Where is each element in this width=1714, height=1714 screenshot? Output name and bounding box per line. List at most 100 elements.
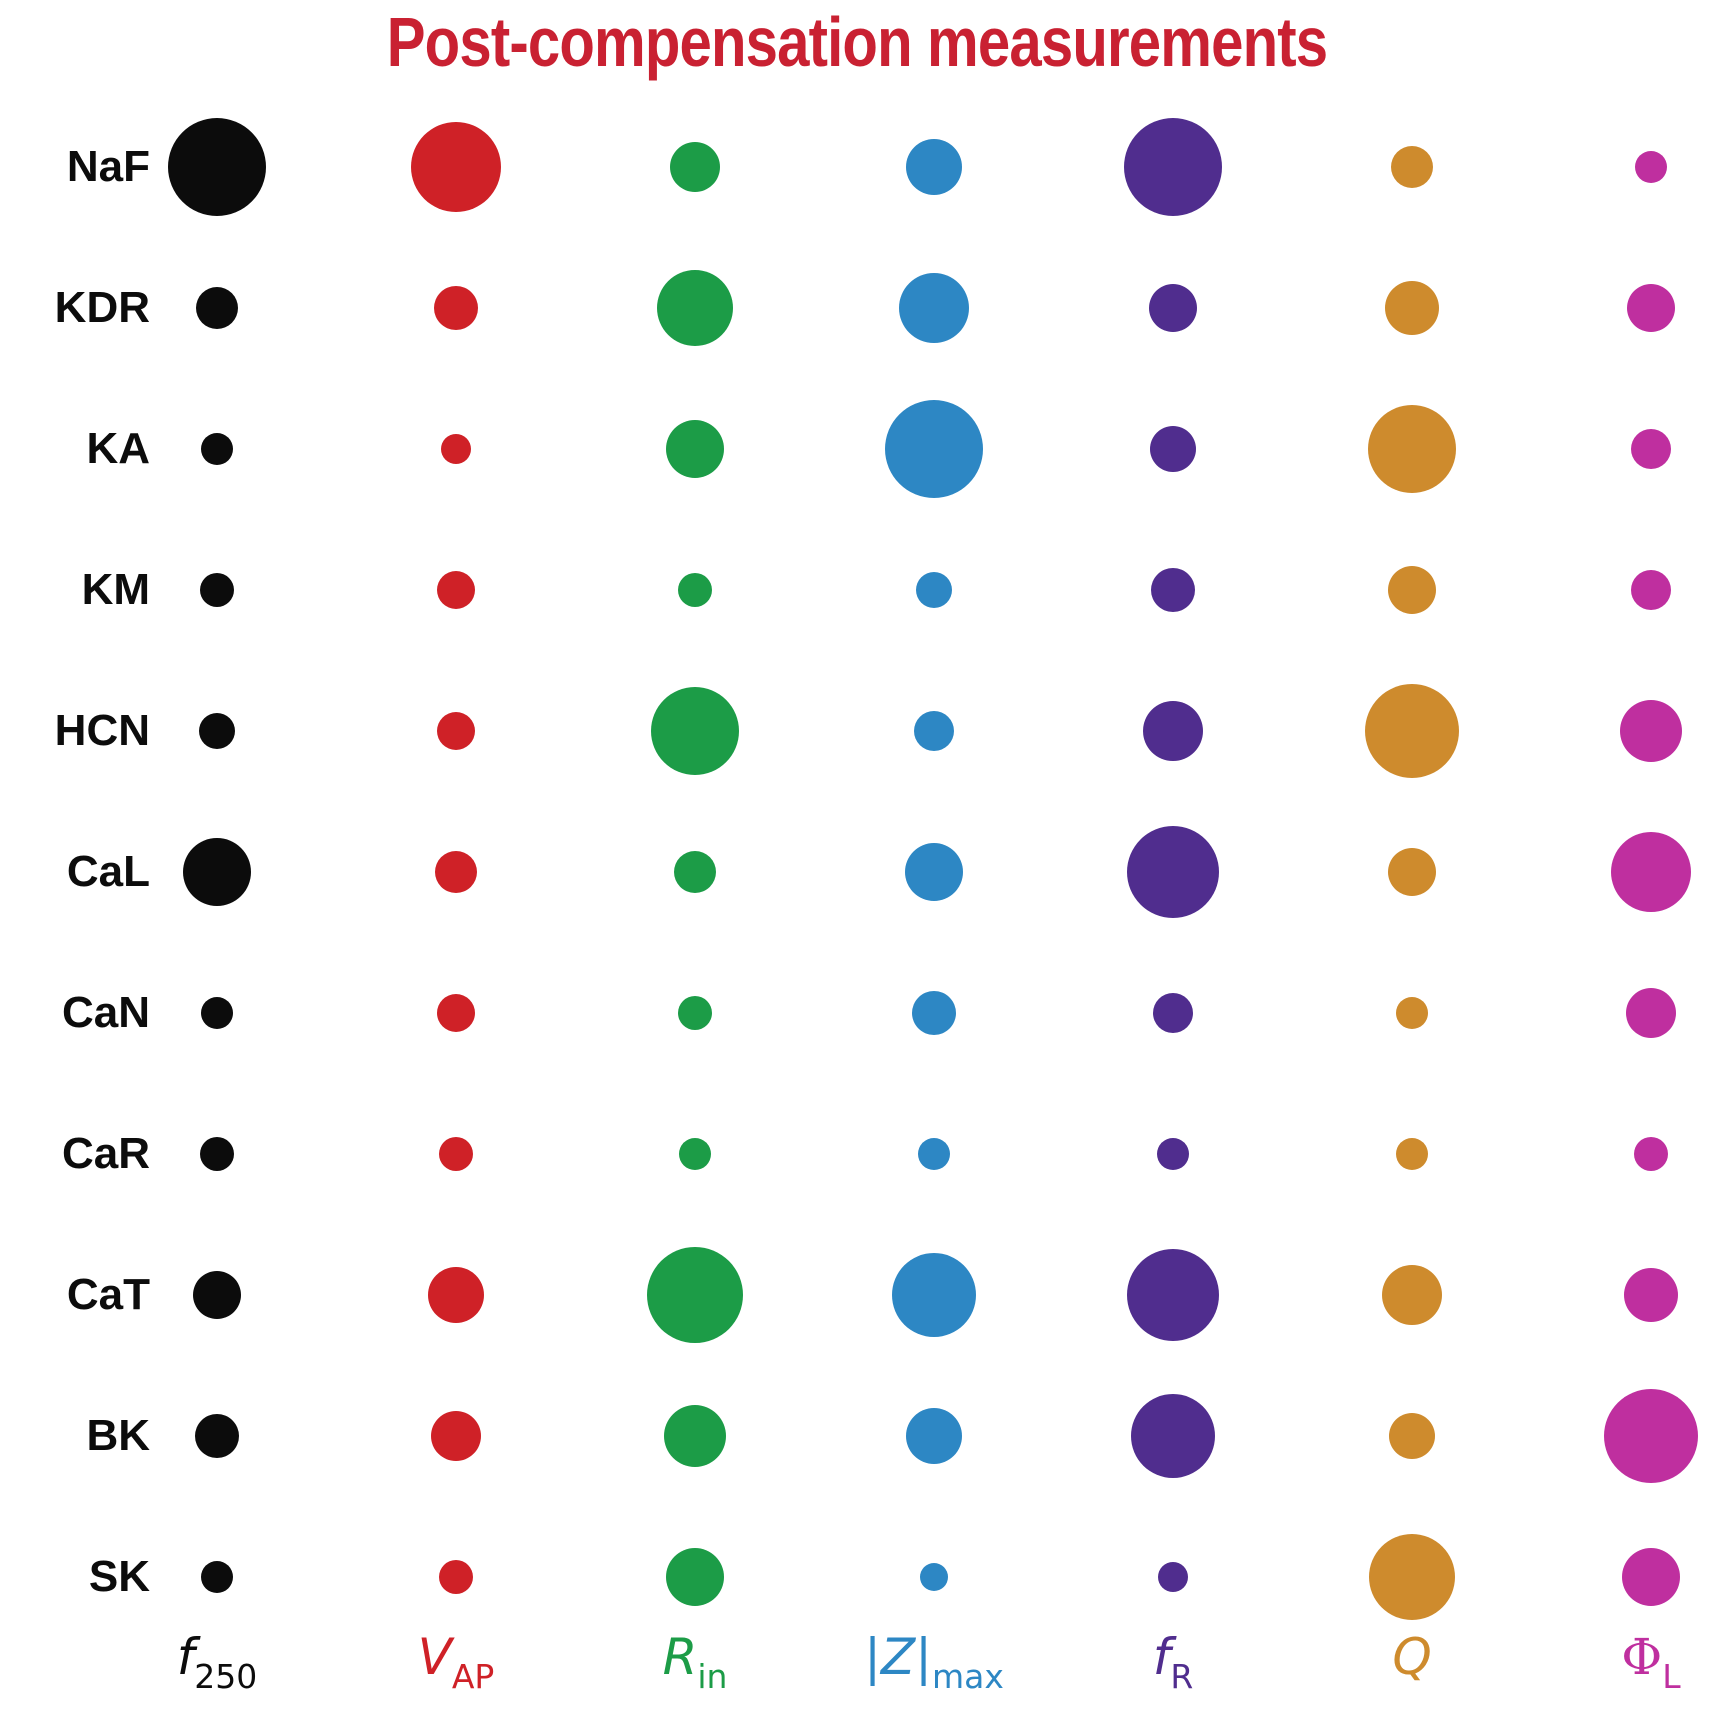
bubble-KM-PhiL xyxy=(1631,570,1671,610)
row-label-CaR: CaR xyxy=(61,1129,150,1178)
row-label-CaN: CaN xyxy=(61,988,150,1037)
column-label-main-PhiL: Φ xyxy=(1621,1628,1663,1686)
bubble-CaL-fR xyxy=(1127,826,1219,918)
bubble-CaN-f250 xyxy=(201,997,233,1029)
bubble-CaN-Q xyxy=(1396,997,1428,1029)
bubble-CaT-fR xyxy=(1127,1249,1219,1341)
bubble-SK-Zmax xyxy=(920,1563,948,1591)
bubble-CaT-Zmax xyxy=(892,1253,976,1337)
column-label-Rin: Rin xyxy=(565,1630,825,1704)
bubble-HCN-f250 xyxy=(199,713,235,749)
bubble-KA-Zmax xyxy=(885,400,983,498)
column-label-main-VAP: V xyxy=(417,1628,452,1686)
bubble-CaN-VAP xyxy=(437,994,475,1032)
bubble-KDR-Rin xyxy=(657,270,733,346)
row-label-KDR: KDR xyxy=(54,283,150,332)
bubble-KM-VAP xyxy=(437,571,475,609)
bubble-HCN-Rin xyxy=(651,687,739,775)
bubble-CaN-PhiL xyxy=(1626,988,1676,1038)
bubble-CaL-Zmax xyxy=(905,843,963,901)
bubble-SK-Q xyxy=(1369,1534,1455,1620)
row-label-CaL: CaL xyxy=(66,847,150,896)
bubble-KM-Zmax xyxy=(916,572,952,608)
column-label-main-fR: f xyxy=(1152,1628,1171,1686)
row-label-KA: KA xyxy=(86,424,150,473)
bubble-SK-Rin xyxy=(666,1548,724,1606)
bubble-BK-f250 xyxy=(195,1414,239,1458)
bubble-KDR-PhiL xyxy=(1627,284,1675,332)
column-label-main-Zmax: |Z| xyxy=(864,1628,933,1686)
bubble-CaT-Rin xyxy=(647,1247,743,1343)
bubble-NaF-fR xyxy=(1124,118,1222,216)
bubble-CaR-VAP xyxy=(439,1137,473,1171)
bubble-KA-Rin xyxy=(666,420,724,478)
bubble-SK-f250 xyxy=(201,1561,233,1593)
bubble-BK-VAP xyxy=(431,1411,481,1461)
bubble-KA-fR xyxy=(1150,426,1196,472)
row-label-CaT: CaT xyxy=(66,1270,150,1319)
bubble-HCN-PhiL xyxy=(1620,700,1682,762)
bubble-CaR-fR xyxy=(1157,1138,1189,1170)
bubble-CaR-PhiL xyxy=(1634,1137,1668,1171)
column-label-sub-Rin: in xyxy=(697,1657,728,1696)
bubble-KM-Q xyxy=(1388,566,1436,614)
bubble-KM-Rin xyxy=(678,573,712,607)
bubble-CaL-Rin xyxy=(674,851,716,893)
column-label-PhiL: ΦL xyxy=(1521,1630,1714,1704)
bubble-SK-VAP xyxy=(439,1560,473,1594)
bubble-CaT-VAP xyxy=(428,1267,484,1323)
column-label-sub-VAP: AP xyxy=(451,1657,495,1696)
bubble-BK-Q xyxy=(1389,1413,1435,1459)
bubble-CaN-Zmax xyxy=(912,991,956,1035)
bubble-BK-PhiL xyxy=(1604,1389,1698,1483)
row-label-BK: BK xyxy=(86,1411,150,1460)
bubble-KDR-Q xyxy=(1385,281,1439,335)
bubble-BK-Rin xyxy=(664,1405,726,1467)
bubble-NaF-Q xyxy=(1391,146,1433,188)
bubble-KDR-f250 xyxy=(196,287,238,329)
bubble-CaT-PhiL xyxy=(1624,1268,1678,1322)
column-label-fR: fR xyxy=(1043,1630,1303,1704)
column-label-Q: Q xyxy=(1282,1630,1542,1684)
bubble-NaF-Zmax xyxy=(906,139,962,195)
column-label-main-f250: f xyxy=(176,1628,195,1686)
column-label-sub-f250: 250 xyxy=(194,1657,258,1696)
bubble-BK-Zmax xyxy=(906,1408,962,1464)
bubble-KM-f250 xyxy=(200,573,234,607)
bubble-HCN-Zmax xyxy=(914,711,954,751)
bubble-BK-fR xyxy=(1131,1394,1215,1478)
bubble-CaL-Q xyxy=(1388,848,1436,896)
bubble-SK-fR xyxy=(1158,1562,1188,1592)
bubble-CaT-Q xyxy=(1382,1265,1442,1325)
bubble-CaN-fR xyxy=(1153,993,1193,1033)
bubble-KM-fR xyxy=(1151,568,1195,612)
bubble-CaR-f250 xyxy=(200,1137,234,1171)
bubble-KDR-VAP xyxy=(434,286,478,330)
bubble-NaF-VAP xyxy=(411,122,501,212)
column-label-VAP: VAP xyxy=(326,1630,586,1704)
column-label-Zmax: |Z|max xyxy=(804,1630,1064,1704)
bubble-CaR-Q xyxy=(1396,1138,1428,1170)
bubble-NaF-Rin xyxy=(670,142,720,192)
bubble-KDR-fR xyxy=(1149,284,1197,332)
figure-title: Post-compensation measurements xyxy=(386,3,1328,81)
bubble-KA-Q xyxy=(1368,405,1456,493)
row-label-NaF: NaF xyxy=(66,142,150,191)
column-label-f250: f250 xyxy=(87,1630,347,1704)
bubble-CaL-f250 xyxy=(183,838,251,906)
bubble-HCN-fR xyxy=(1143,701,1203,761)
bubble-CaR-Rin xyxy=(679,1138,711,1170)
bubble-KA-PhiL xyxy=(1631,429,1671,469)
row-label-HCN: HCN xyxy=(54,706,150,755)
column-label-main-Q: Q xyxy=(1392,1628,1432,1686)
bubble-KDR-Zmax xyxy=(899,273,969,343)
bubble-CaT-f250 xyxy=(193,1271,241,1319)
bubble-CaL-PhiL xyxy=(1611,832,1691,912)
bubble-SK-PhiL xyxy=(1622,1548,1680,1606)
bubble-CaN-Rin xyxy=(678,996,712,1030)
bubble-HCN-Q xyxy=(1365,684,1459,778)
column-label-main-Rin: R xyxy=(662,1628,698,1686)
column-label-sub-Zmax: max xyxy=(932,1657,1004,1696)
row-label-KM: KM xyxy=(81,565,150,614)
